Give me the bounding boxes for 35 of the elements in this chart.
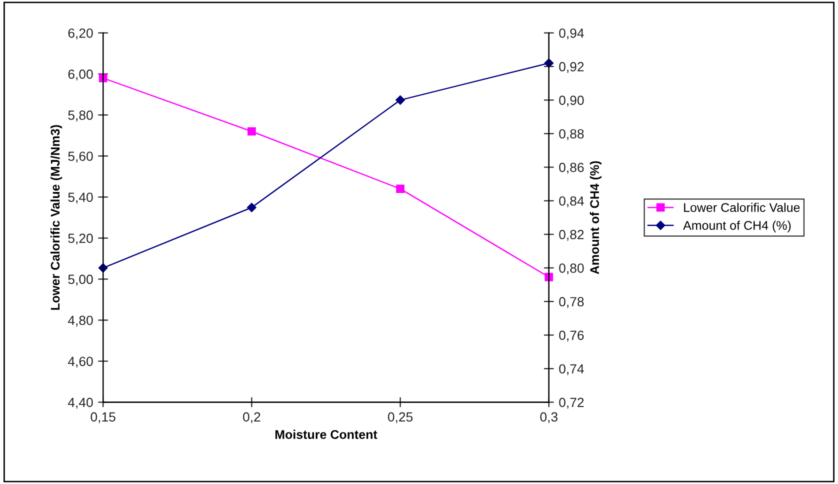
y2-axis-title: Amount of CH4 (%) xyxy=(590,161,602,274)
y2-tick-label: 0,72 xyxy=(559,398,584,409)
x-tick-label: 0,2 xyxy=(243,412,260,424)
x-tick-label: 0,15 xyxy=(90,412,116,424)
legend-label: Lower Calorific Value xyxy=(684,202,800,212)
y-tick-label: 4,60 xyxy=(68,356,93,368)
point xyxy=(247,202,256,212)
y-tick-label: 6,20 xyxy=(68,28,93,40)
y2-tick-label: 0,88 xyxy=(559,129,584,140)
y2-tick-label: 0,86 xyxy=(559,162,584,174)
legend-label: Amount of CH4 (%) xyxy=(683,220,791,232)
y-tick-label: 4,80 xyxy=(68,316,93,327)
y2-tick-label: 0,94 xyxy=(559,28,584,40)
x-tick-label: 0,3 xyxy=(540,412,558,424)
y-axis-title: Lower Calorific Value (MJ/Nm3) xyxy=(50,125,62,310)
y2-tick-label: 0,78 xyxy=(559,297,584,308)
y-tick-label: 5,20 xyxy=(68,234,93,245)
y-tick-label: 6,00 xyxy=(68,70,93,80)
x-axis-title: Moisture Content xyxy=(275,430,378,439)
y-tick-label: 5,60 xyxy=(68,152,93,162)
x-tick-label: 0,25 xyxy=(388,412,413,424)
y2-tick-label: 0,74 xyxy=(559,364,584,376)
y-tick-label: 5,00 xyxy=(68,274,93,286)
point xyxy=(396,95,405,105)
y-tick-label: 5,40 xyxy=(68,192,93,204)
y2-tick-label: 0,84 xyxy=(559,196,584,208)
y-tick-label: 5,80 xyxy=(68,110,93,122)
y2-tick-label: 0,80 xyxy=(559,263,584,274)
y2-tick-label: 0,92 xyxy=(559,62,584,73)
y2-tick-label: 0,76 xyxy=(559,330,584,342)
y-tick-label: 4,40 xyxy=(68,398,93,409)
point xyxy=(396,184,404,193)
point xyxy=(248,127,256,136)
y2-tick-label: 0,90 xyxy=(559,96,584,107)
y2-tick-label: 0,82 xyxy=(559,230,584,241)
